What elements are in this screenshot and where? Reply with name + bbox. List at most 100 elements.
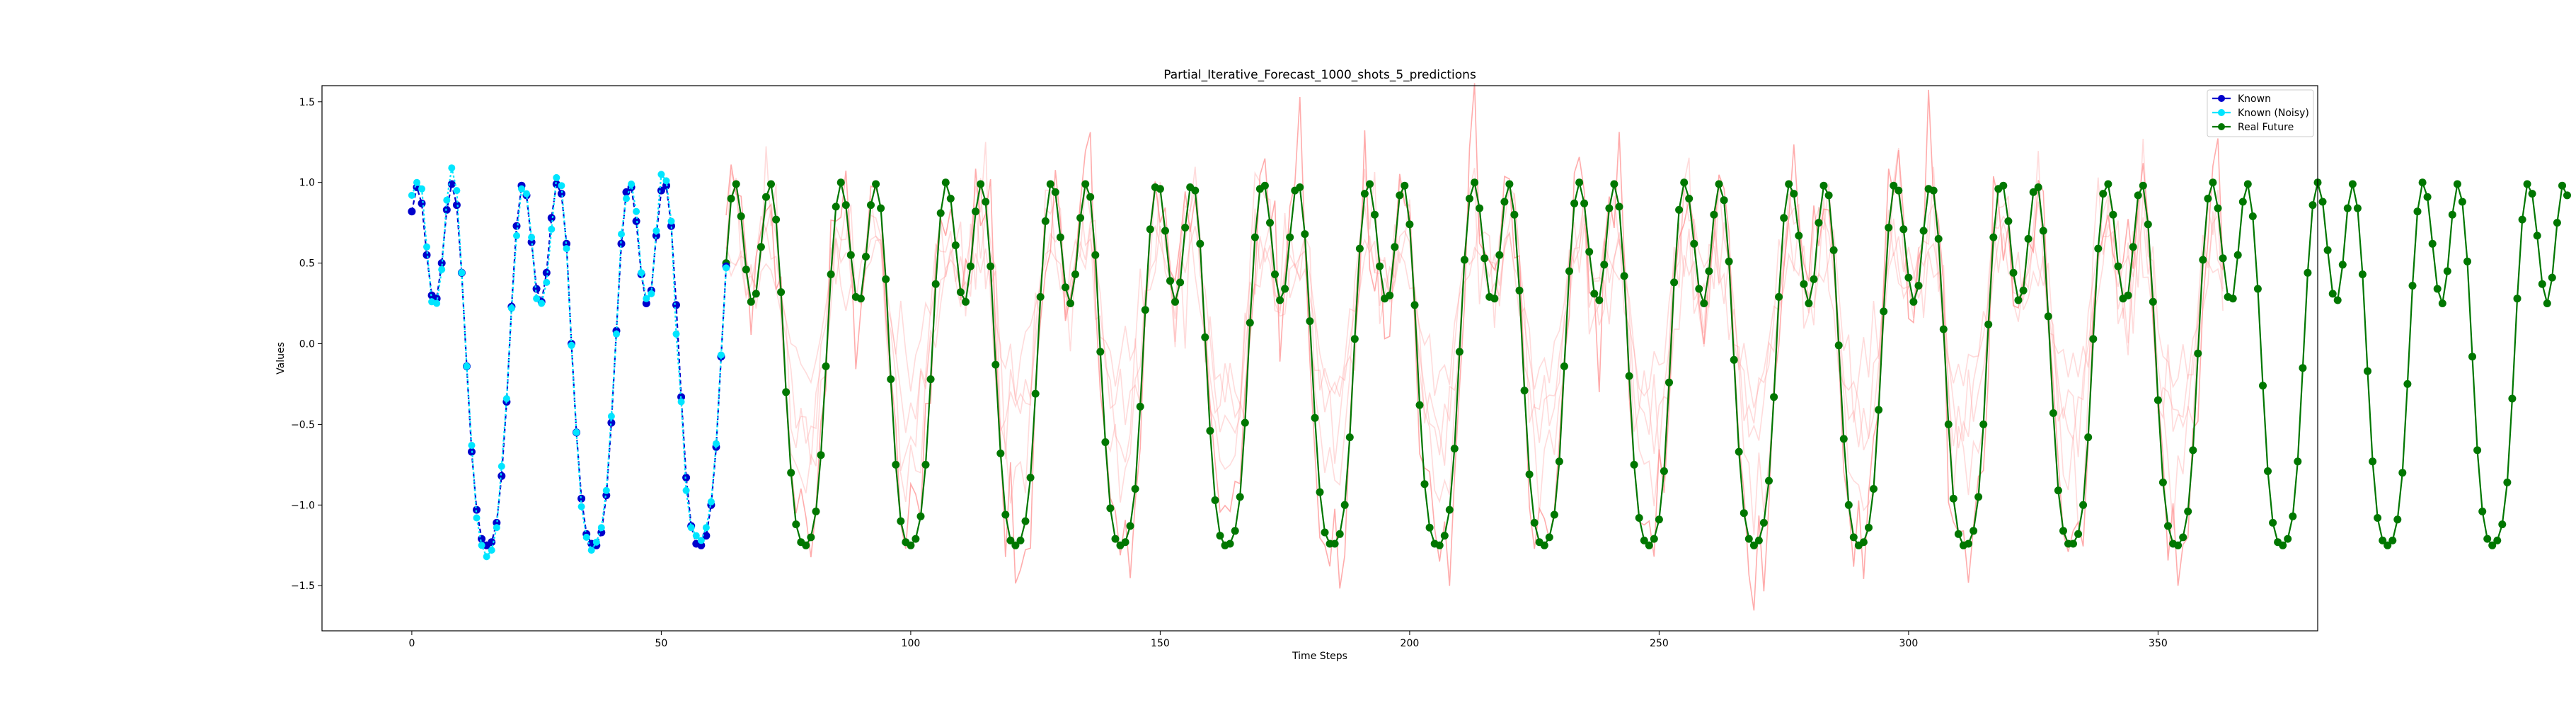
series-known-noisy-point [667,217,675,225]
series-real-future-point [856,295,865,303]
series-real-future-point [2348,180,2357,188]
series-known-noisy-point [553,173,560,181]
series-real-future-point [1076,214,1085,222]
series-real-future-point [1660,467,1668,475]
series-real-future-point [1530,518,1539,527]
series-real-future-point [1545,533,1553,542]
series-real-future-point [2328,290,2337,298]
series-real-future-point [2104,180,2112,188]
series-real-future-point [1236,493,1244,501]
series-real-future-point [1725,257,1733,266]
series-real-future-point [2034,183,2042,191]
series-known-noisy-point [677,398,685,406]
series-known-noisy-point [672,330,680,338]
series-real-future-point [887,375,895,384]
series-known-noisy-point [523,190,530,198]
series-real-future-point [2238,198,2247,206]
series-real-future-point [2219,254,2227,263]
series-layer [408,164,2571,561]
series-real-future-point [1146,225,1154,234]
series-real-future-point [1625,372,1633,380]
series-real-future-point [1281,285,1289,293]
series-real-future-point [732,180,740,188]
series-known-noisy-point [413,178,420,186]
series-real-future-point [991,360,1000,369]
series-real-future-point [1036,292,1045,301]
series-real-future-point [1685,195,1694,202]
series-real-future-point [867,201,875,210]
series-real-future-point [2374,514,2382,522]
series-real-future-point [877,204,885,212]
series-known-noisy-point [518,185,525,193]
series-real-future-point [2503,478,2512,486]
series-real-future-point [2398,469,2407,477]
series-real-future-point [2209,178,2217,187]
series-known-point [437,259,446,268]
series-real-future-point [1865,523,1873,532]
series-real-future-point [1041,217,1050,225]
series-real-future-point [836,178,845,187]
prediction-line-5 [725,199,2224,423]
series-real-future-point [2308,201,2317,210]
series-real-future-point [2418,178,2427,187]
series-known-noisy-point [498,462,505,470]
series-real-future-point [2214,204,2222,212]
series-real-future-point [907,541,915,549]
series-known-noisy-point [433,299,441,307]
series-real-future-point [2179,533,2187,542]
series-real-future-point [792,520,800,529]
series-real-future-point [1355,244,1364,253]
series-real-future-point [1705,267,1713,275]
series-real-future-point [2099,190,2108,198]
series-real-future-point [2463,257,2471,266]
series-real-future-point [1844,501,1853,509]
series-known-noisy-point [453,187,461,195]
series-real-future-point [2304,268,2312,277]
series-known-noisy-point [548,225,556,233]
series-real-future-point [2453,180,2461,188]
series-real-future-point [1086,193,1095,201]
series-known-noisy-point [458,269,466,277]
series-real-future-point [1585,248,1594,256]
series-real-future-point [1909,297,1918,306]
series-real-future-point [1665,378,1673,387]
series-known-noisy-point [493,524,500,532]
series-real-future-point [2493,536,2502,544]
y-tick-label-0: −1.5 [291,581,315,592]
series-real-future-point [1595,296,1604,304]
series-real-future-point [1016,536,1025,544]
series-real-future-point [1859,538,1868,547]
series-known-noisy-point [443,196,451,204]
series-real-future-point [2259,382,2267,390]
series-known-point [622,188,631,196]
series-real-future-point [2243,180,2252,188]
series-real-future-point [1894,186,1903,195]
series-known-noisy-point [568,341,575,349]
series-real-future-point [1749,541,1758,549]
series-known-noisy-point [587,547,595,554]
y-tick-label-1: −1.0 [291,500,315,511]
series-known-noisy-point [702,524,710,532]
series-real-future-point [2233,251,2242,259]
series-real-future-point [1555,457,1563,466]
series-real-future-point [1141,306,1149,314]
series-real-future-point [772,215,781,224]
series-real-future-point [1001,510,1010,519]
series-real-future-point [1954,530,1962,538]
series-real-future-point [1744,535,1753,543]
series-real-future-point [1824,191,1833,200]
series-real-future-point [1316,488,1324,496]
series-real-future-point [2433,285,2442,293]
series-real-future-point [872,180,880,188]
series-real-future-point [2284,535,2292,543]
series-real-future-point [1096,348,1105,356]
series-real-future-point [2508,394,2517,403]
series-known-noisy-point [463,362,471,370]
series-known-noisy-point [582,533,590,541]
legend: Known Known (Noisy) Real Future [2207,89,2314,137]
series-real-future-point [1870,485,1878,493]
series-real-future-point [1759,518,1768,527]
series-real-future-point [1610,180,1618,188]
series-known-noisy-point [538,299,546,307]
series-real-future-point [1989,233,1998,241]
